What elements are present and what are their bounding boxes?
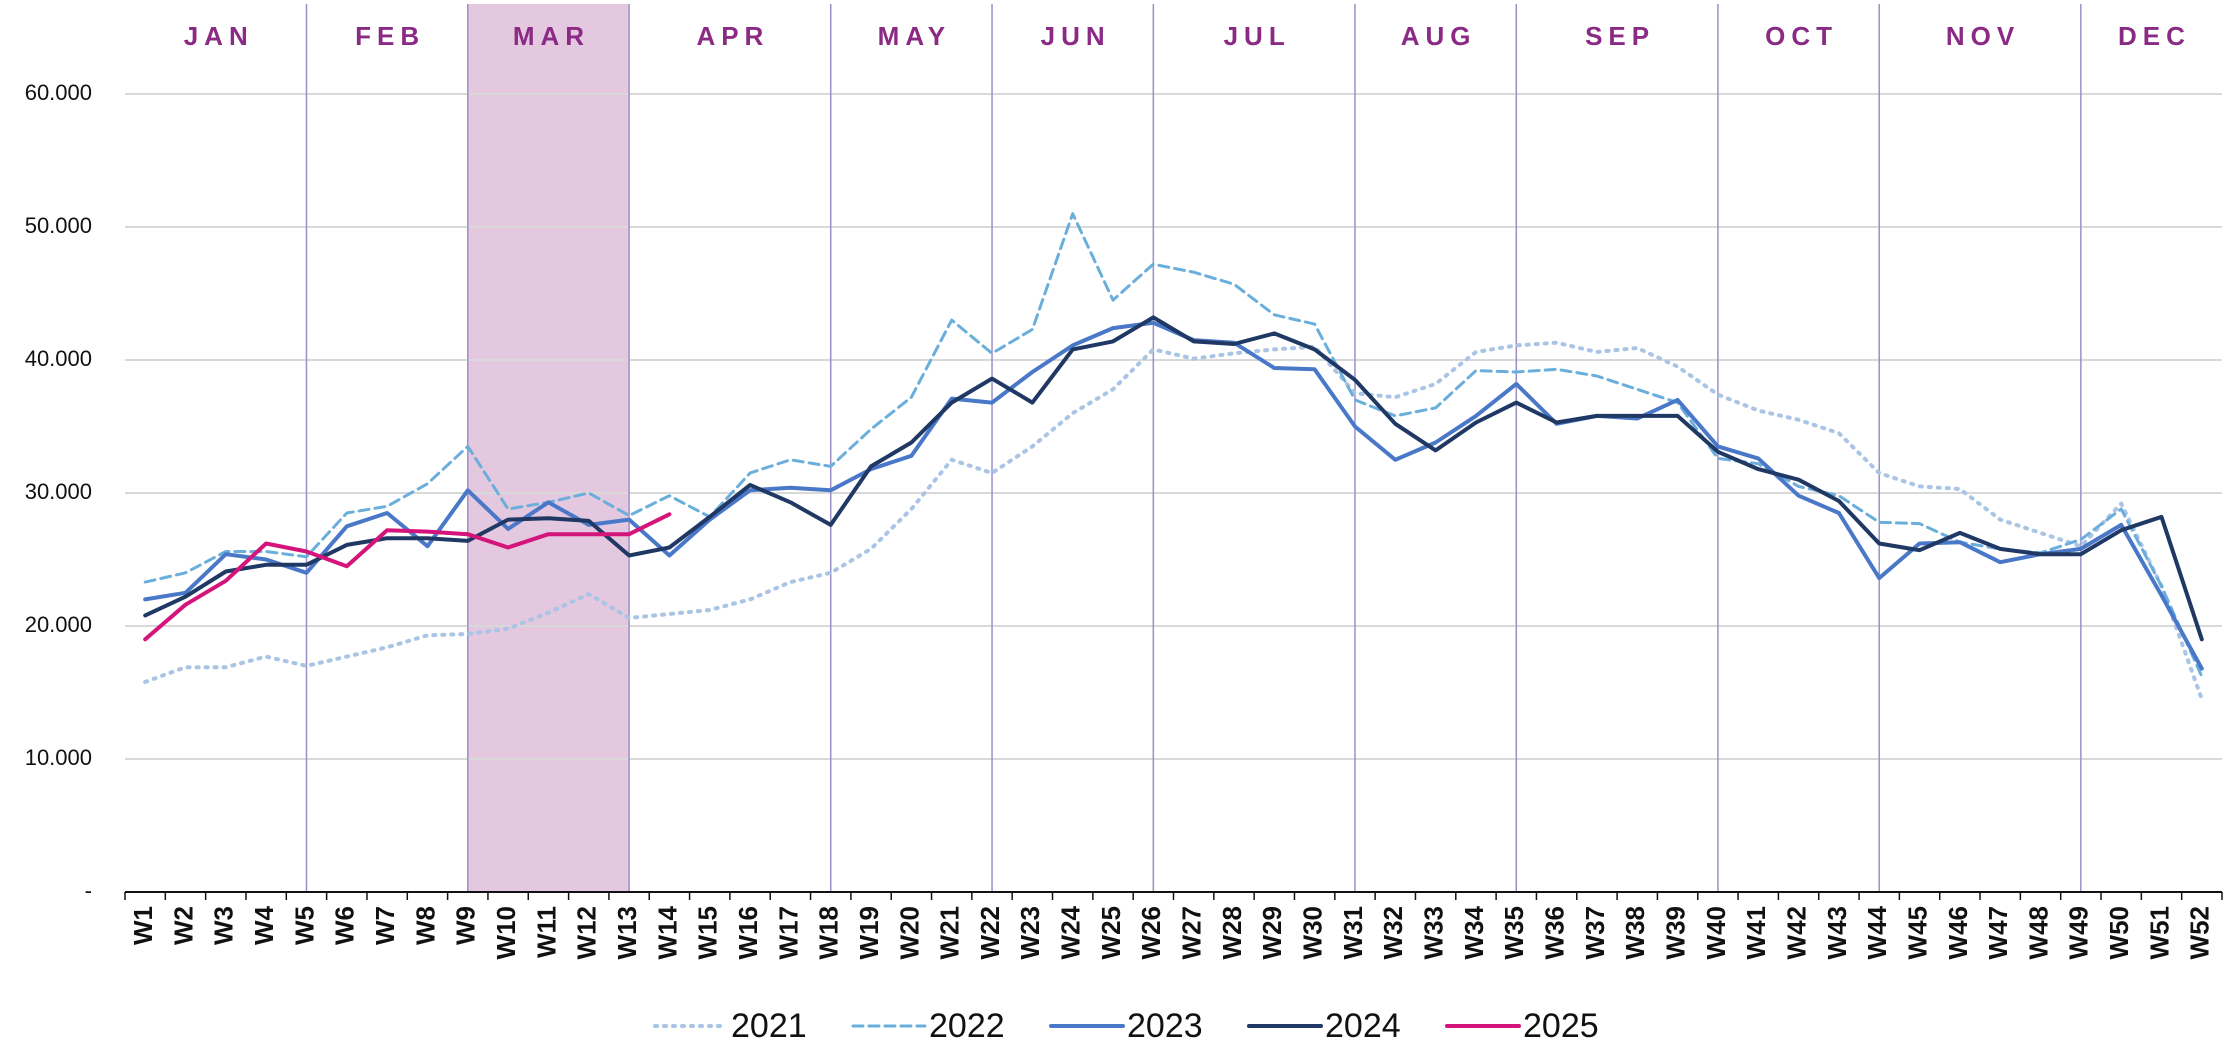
x-tick-label: W31 (1338, 906, 1368, 959)
x-tick-label: W21 (935, 906, 965, 959)
month-highlight (467, 4, 630, 892)
x-tick-label: W49 (2064, 906, 2094, 959)
y-tick-label: 30.000 (25, 479, 92, 504)
x-tick-label: W39 (1660, 906, 1690, 959)
x-tick-label: W17 (773, 906, 803, 959)
x-tick-label: W28 (1217, 906, 1247, 959)
legend-label: 2021 (731, 1007, 807, 1045)
x-tick-label: W7 (370, 906, 400, 945)
x-tick-label: W47 (1983, 906, 2013, 959)
x-tick-label: W6 (330, 906, 360, 945)
x-tick-label: W9 (451, 906, 481, 945)
x-tick-label: W23 (1015, 906, 1045, 959)
month-label: JUL (1224, 21, 1291, 51)
x-tick-label: W20 (894, 906, 924, 959)
legend-label: 2025 (1523, 1007, 1599, 1045)
x-tick-label: W45 (1902, 906, 1932, 959)
x-tick-label: W24 (1056, 905, 1086, 959)
month-label: SEP (1585, 21, 1655, 51)
x-tick-label: W44 (1862, 905, 1892, 959)
month-label: OCT (1765, 21, 1838, 51)
x-tick-label: W12 (572, 906, 602, 959)
x-tick-label: W37 (1580, 906, 1610, 959)
series-line (143, 340, 2204, 702)
month-label: NOV (1946, 21, 2020, 51)
x-tick-label: W25 (1096, 906, 1126, 959)
x-tick-label: W46 (1943, 906, 1973, 959)
x-tick-label: W51 (2144, 906, 2174, 959)
x-tick-label: W41 (1741, 906, 1771, 959)
x-tick-label: W5 (289, 906, 319, 945)
x-tick-label: W26 (1136, 906, 1166, 959)
month-label: MAR (513, 21, 590, 51)
x-tick-label: W38 (1620, 906, 1650, 959)
month-label: APR (696, 21, 769, 51)
x-tick-label: W16 (733, 906, 763, 959)
x-tick-label: W29 (1257, 906, 1287, 959)
x-tick-label: W50 (2104, 906, 2134, 959)
month-label: MAY (878, 21, 951, 51)
x-tick-label: W48 (2023, 906, 2053, 959)
y-tick-label: - (85, 878, 92, 903)
month-label: FEB (355, 21, 425, 51)
x-tick-label: W8 (410, 906, 440, 945)
series-line (143, 315, 2204, 642)
x-tick-label: W43 (1822, 906, 1852, 959)
x-tick-label: W15 (693, 906, 723, 959)
x-tick-label: W52 (2185, 906, 2215, 959)
x-tick-label: W34 (1459, 905, 1489, 959)
x-tick-label: W10 (491, 906, 521, 959)
month-label: JAN (184, 21, 254, 51)
x-tick-label: W22 (975, 906, 1005, 959)
month-label: AUG (1401, 21, 1477, 51)
x-tick-label: W35 (1499, 906, 1529, 959)
x-tick-label: W36 (1539, 906, 1569, 959)
x-tick-label: W42 (1781, 906, 1811, 959)
y-tick-label: 40.000 (25, 346, 92, 371)
x-tick-label: W30 (1298, 906, 1328, 959)
series-line (143, 212, 2204, 678)
x-tick-label: W32 (1378, 906, 1408, 959)
y-tick-label: 60.000 (25, 80, 92, 105)
month-label: DEC (2118, 21, 2191, 51)
x-tick-label: W19 (854, 906, 884, 959)
x-tick-label: W2 (168, 906, 198, 945)
series-line (143, 320, 2204, 671)
series-line (143, 512, 672, 642)
y-tick-label: 20.000 (25, 612, 92, 637)
x-tick-label: W14 (652, 905, 682, 959)
y-tick-label: 10.000 (25, 745, 92, 770)
month-label: JUN (1041, 21, 1111, 51)
x-tick-label: W13 (612, 906, 642, 959)
x-tick-label: W33 (1419, 906, 1449, 959)
x-tick-label: W11 (531, 906, 561, 958)
legend-label: 2024 (1325, 1007, 1401, 1045)
y-tick-label: 50.000 (25, 213, 92, 238)
x-tick-label: W4 (249, 905, 279, 945)
x-tick-label: W18 (814, 906, 844, 959)
x-tick-label: W27 (1177, 906, 1207, 959)
legend-label: 2023 (1127, 1007, 1203, 1045)
x-tick-label: W3 (209, 906, 239, 945)
legend-label: 2022 (929, 1007, 1005, 1045)
x-tick-label: W40 (1701, 906, 1731, 959)
x-tick-label: W1 (128, 906, 158, 945)
